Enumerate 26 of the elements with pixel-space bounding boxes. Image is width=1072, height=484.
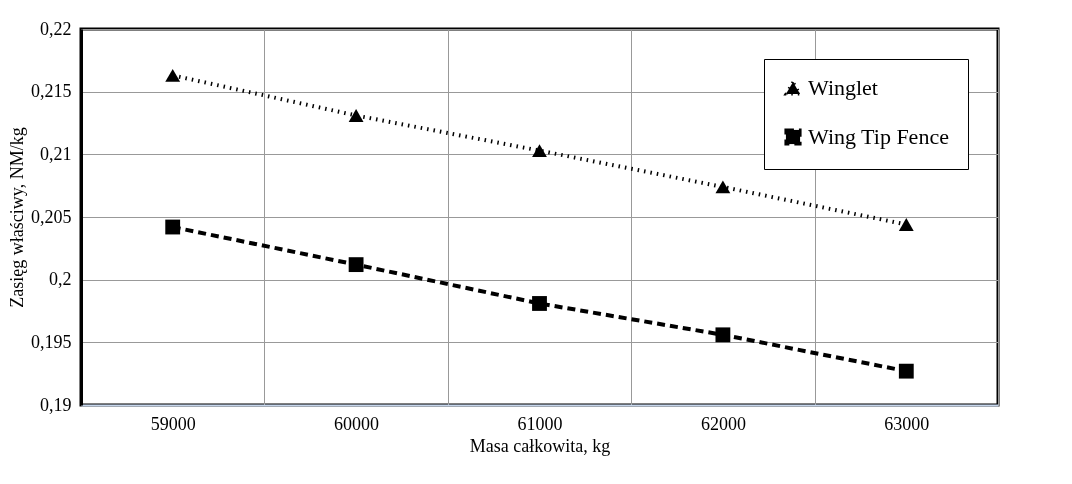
point (898, 363, 914, 379)
y-axis-title: Zasięg właściwy, NM/kg (7, 127, 27, 308)
x-tick-label: 62000 (700, 413, 746, 434)
point (715, 327, 731, 343)
point (348, 109, 364, 122)
point (715, 180, 731, 194)
point (898, 218, 914, 231)
y-tick-label: 0,195 (31, 331, 72, 352)
point (165, 219, 181, 235)
x-tick-label: 60000 (334, 413, 380, 434)
x-tick-label: 63000 (884, 413, 930, 434)
point (348, 257, 364, 273)
x-tick-label: 59000 (150, 413, 196, 434)
y-tick-label: 0,2 (49, 269, 72, 290)
x-axis-title: Masa całkowita, kg (469, 435, 611, 456)
point (532, 296, 547, 311)
point (532, 144, 547, 157)
y-tick-label: 0,215 (31, 81, 72, 102)
point (165, 68, 181, 82)
y-tick-label: 0,21 (40, 143, 72, 164)
y-tick-label: 0,19 (40, 394, 72, 415)
legend-label: Winglet (808, 75, 878, 100)
legend-label: Wing Tip Fence (808, 124, 949, 149)
x-tick-label: 61000 (517, 413, 563, 434)
y-tick-label: 0,22 (40, 18, 72, 39)
y-tick-label: 0,205 (31, 206, 72, 227)
